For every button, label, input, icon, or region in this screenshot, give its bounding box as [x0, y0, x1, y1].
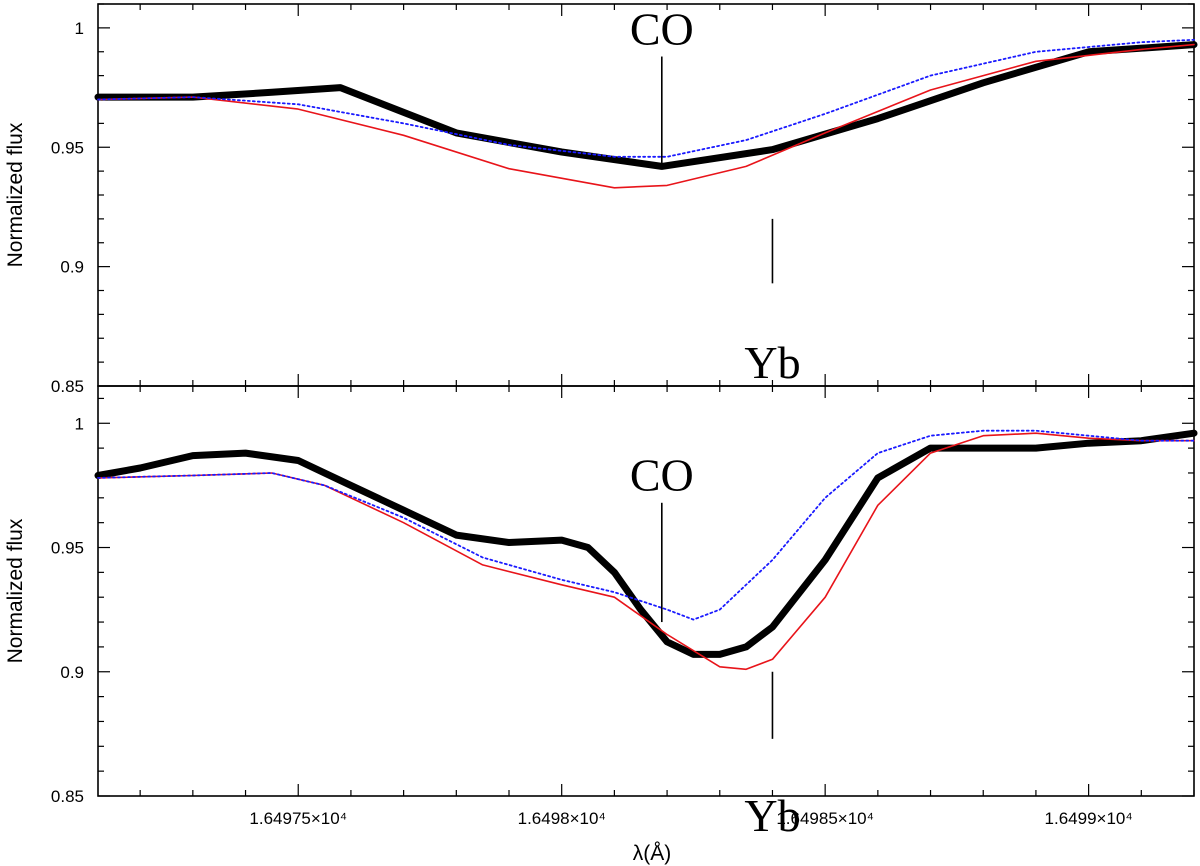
x-tick-label: 1.64975×10⁴: [249, 809, 347, 828]
annotation-label: CO: [630, 4, 694, 55]
plot-frame: [97, 3, 1195, 387]
y-tick-label: 0.95: [51, 539, 84, 558]
series-line-model-red: [97, 432, 1195, 671]
y-axis-title: Normalized flux: [4, 518, 27, 663]
x-tick-label: 1.64985×10⁴: [776, 809, 874, 828]
plot-frame: [97, 385, 1195, 797]
annotation-label: Yb: [744, 337, 800, 388]
series-line-model-blue: [97, 429, 1195, 621]
y-tick-label: 0.9: [60, 663, 84, 682]
series-line-observed: [94, 41, 1198, 170]
y-tick-label: 1: [75, 19, 84, 38]
annotation-label: Yb: [744, 790, 800, 841]
series-line-model-red: [97, 43, 1195, 189]
x-tick-label: 1.6498×10⁴: [518, 809, 606, 828]
panel-top: 0.85 0.9 0.95 1 Normalized flux CO Yb: [4, 3, 1198, 396]
panel-bottom: 0.85 0.9 0.95 1 Normalized flux CO Yb 1.64975×1…: [4, 385, 1198, 841]
x-axis-title: λ(Å): [633, 842, 672, 865]
y-tick-label: 0.9: [60, 258, 84, 277]
y-axis-title: Normalized flux: [4, 122, 27, 267]
y-tick-label: 1: [75, 414, 84, 433]
annotation-label: CO: [630, 449, 694, 500]
y-tick-label: 0.95: [51, 138, 84, 157]
x-tick-label: 1.6499×10⁴: [1045, 809, 1133, 828]
y-tick-label: 0.85: [51, 377, 84, 396]
y-tick-label: 0.85: [51, 787, 84, 806]
series-line-model-blue: [97, 38, 1195, 158]
